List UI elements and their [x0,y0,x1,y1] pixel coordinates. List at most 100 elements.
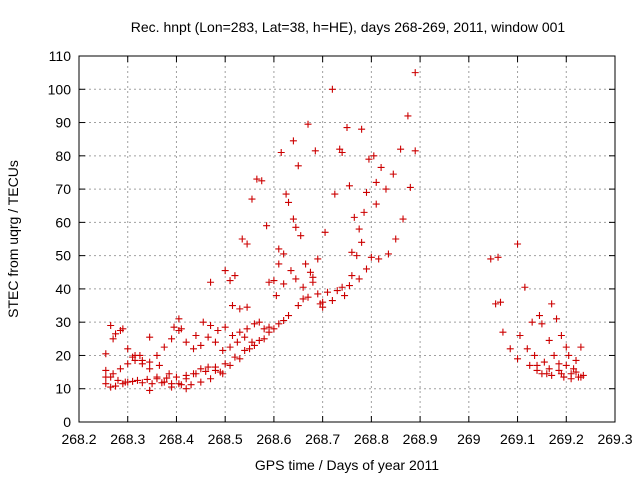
data-point [260,325,268,333]
data-point [255,318,263,326]
data-point [182,375,190,383]
data-point [182,338,190,346]
data-point [562,361,570,369]
data-point [146,365,154,373]
data-point [360,208,368,216]
data-point [226,277,234,285]
data-point [148,380,156,388]
data-point [285,198,293,206]
data-point [143,375,151,383]
data-point [133,376,141,384]
data-point [221,267,229,275]
data-point [294,162,302,170]
data-point [343,124,351,132]
data-point [226,361,234,369]
x-tick-label: 268.6 [256,431,291,447]
data-point [411,69,419,77]
data-point [514,240,522,248]
data-point [170,323,178,331]
data-point [172,373,180,381]
data-point [348,248,356,256]
data-point [119,325,127,333]
data-point [265,323,273,331]
x-tick-label: 268.7 [305,431,340,447]
data-point [243,325,251,333]
data-point [406,183,414,191]
data-point [292,223,300,231]
data-point [514,355,522,363]
data-point [168,383,176,391]
data-point [309,278,317,286]
data-point [531,351,539,359]
data-point [243,303,251,311]
data-point [540,358,548,366]
data-point [233,338,241,346]
data-point [263,222,271,230]
data-point [102,373,110,381]
data-point [404,112,412,120]
data-point [109,370,117,378]
data-point [197,365,205,373]
data-point [292,275,300,283]
y-tick-label: 10 [55,381,71,397]
data-point [287,267,295,275]
data-point [492,300,500,308]
data-point [258,177,266,185]
data-point [272,292,280,300]
data-point [231,353,239,361]
data-point [116,365,124,373]
data-point [289,215,297,223]
data-point [304,120,312,128]
data-point [253,175,261,183]
data-point [282,190,290,198]
data-point [328,85,336,93]
data-point [365,155,373,163]
data-point [521,283,529,291]
data-point [109,335,117,343]
data-point [411,147,419,155]
data-point [280,280,288,288]
x-axis-label: GPS time / Days of year 2011 [255,457,439,473]
data-point [177,325,185,333]
data-point [333,287,341,295]
data-point [350,213,358,221]
data-point [114,376,122,384]
data-point [207,375,215,383]
y-tick-label: 0 [63,414,71,430]
data-point [243,240,251,248]
data-point [136,351,144,359]
data-points [102,69,587,394]
y-tick-label: 80 [55,148,71,164]
data-point [533,361,541,369]
data-point [226,343,234,351]
data-point [555,360,563,368]
data-point [265,278,273,286]
data-point [506,345,514,353]
data-point [375,255,383,263]
data-point [138,379,146,387]
data-point [124,360,132,368]
data-point [204,363,212,371]
data-point [299,283,307,291]
x-tick-label: 269.3 [597,431,632,447]
x-tick-labels: 268.2 268.3 268.4 268.5 268.6 268.7 268.8 268.9… [61,431,632,447]
axis-ticks [78,55,616,423]
data-point [314,255,322,263]
data-point [138,356,146,364]
data-point [358,238,366,246]
y-tick-label: 40 [55,281,71,297]
data-point [146,358,154,366]
data-point [175,380,183,388]
data-point [199,318,207,326]
data-point [494,253,502,261]
data-point [124,378,132,386]
data-point [294,302,302,310]
data-point [160,378,168,386]
data-point [182,385,190,393]
data-point [107,383,115,391]
data-point [370,152,378,160]
data-point [129,377,137,385]
data-point [499,328,507,336]
data-point [538,320,546,328]
